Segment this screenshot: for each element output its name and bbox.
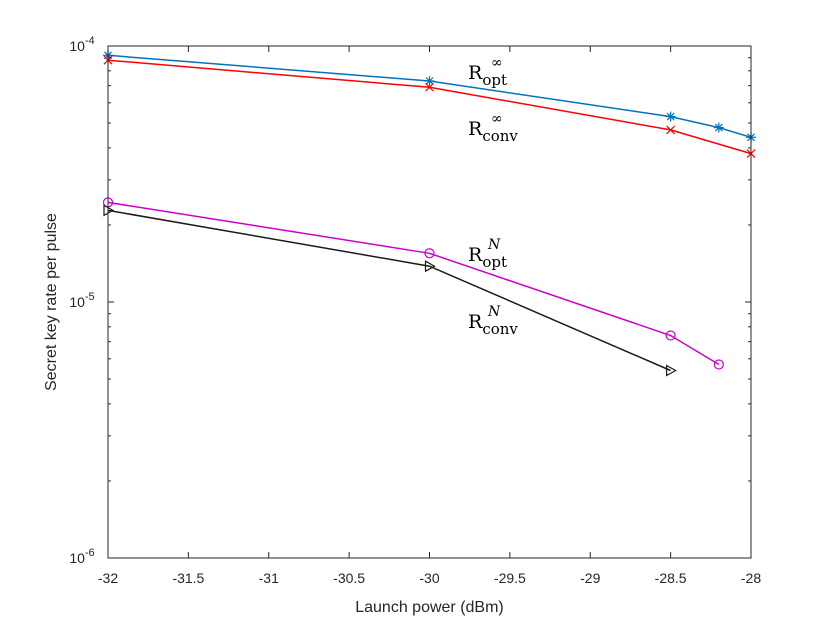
- plot-area: [108, 46, 751, 558]
- data-point-asterisk: [424, 75, 435, 86]
- data-point-circle: [424, 248, 435, 259]
- y-axis-label: Secret key rate per pulse: [43, 213, 60, 391]
- data-point-circle: [713, 359, 724, 370]
- data-point-asterisk: [713, 122, 724, 133]
- data-point-asterisk: [665, 111, 676, 122]
- annotation-r-opt-n: RoptN: [468, 237, 507, 271]
- x-tick-label: -29.5: [494, 570, 526, 586]
- data-point-x: [425, 82, 434, 92]
- x-ticks: -32 -31.5 -31 -30.5 -30 -29.5 -29 -28.5 -28: [98, 46, 761, 586]
- x-tick-label: -28.5: [655, 570, 687, 586]
- x-tick-label: -28: [741, 570, 761, 586]
- y-tick-label: 10-5: [69, 291, 94, 310]
- data-point-triangle: [666, 364, 677, 377]
- data-point-x: [666, 125, 676, 135]
- x-tick-label: -31.5: [172, 570, 204, 586]
- x-tick-label: -31: [259, 570, 279, 586]
- annotation-r-conv-n: RconvN: [468, 304, 518, 338]
- series-line: [107, 59, 752, 155]
- x-tick-label: -30.5: [333, 570, 365, 586]
- series-layer: [102, 50, 756, 377]
- data-point-circle: [665, 330, 676, 341]
- x-tick-label: -32: [98, 570, 118, 586]
- y-tick-label: 10-6: [69, 547, 94, 566]
- x-tick-label: -29: [580, 570, 600, 586]
- x-axis-label: Launch power (dBm): [355, 599, 504, 616]
- x-tick-label: -30: [419, 570, 439, 586]
- series-line: [107, 201, 720, 366]
- annotation-r-conv-inf: Rconv∞: [468, 111, 518, 145]
- y-tick-label: 10-4: [69, 35, 94, 54]
- series-line: [107, 209, 671, 372]
- data-point-triangle: [424, 260, 436, 273]
- y-ticks: 10-6 10-5 10-4: [69, 35, 751, 566]
- annotation-r-opt-inf: Ropt∞: [468, 55, 507, 89]
